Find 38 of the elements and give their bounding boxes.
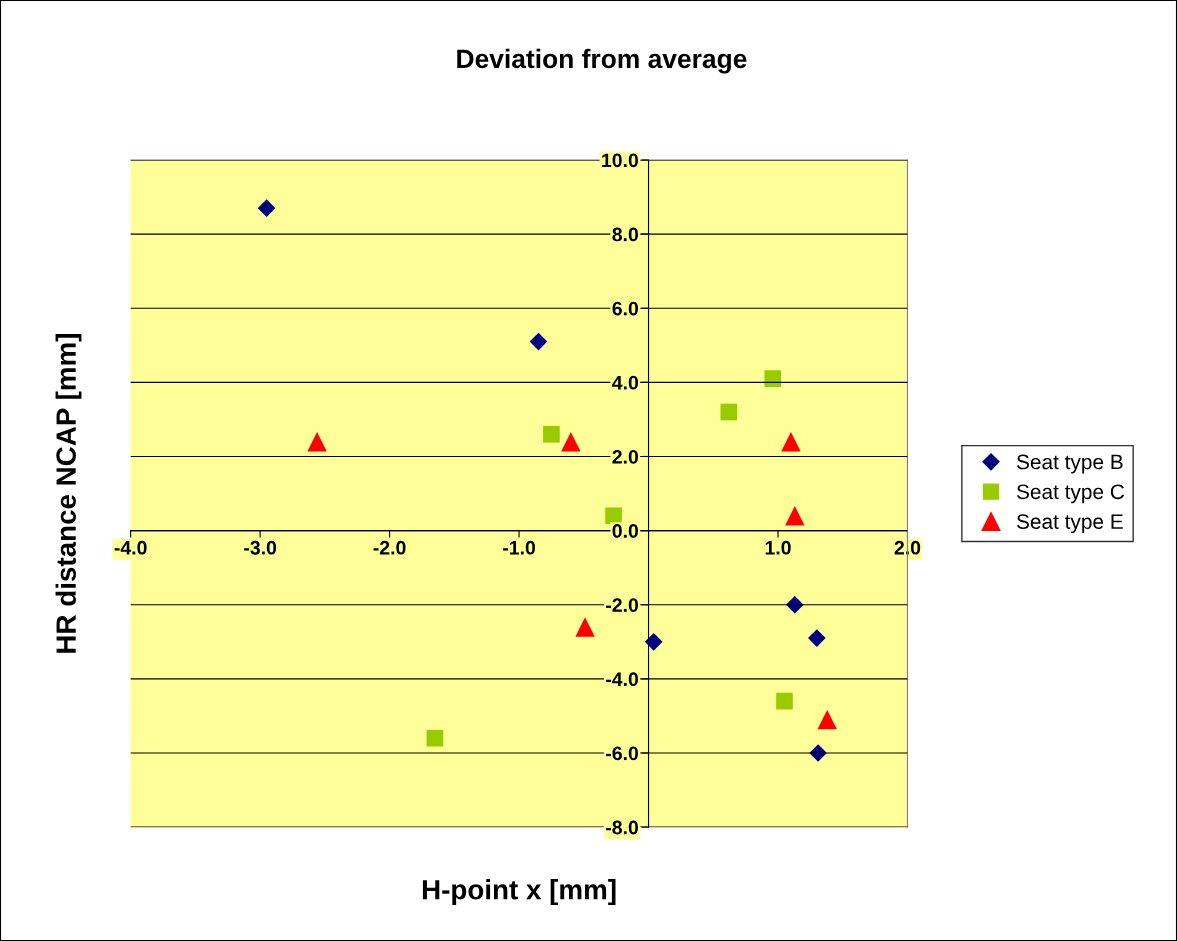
chart-title: Deviation from average [457, 48, 747, 74]
y-tick-label: -4.0 [606, 672, 639, 687]
x-tick-label: 2.0 [894, 540, 921, 555]
x-tick-label: -2.0 [373, 540, 406, 555]
legend-label: Seat type B [1016, 454, 1123, 474]
y-axis-title: HR distance NCAP [mm] [55, 334, 82, 653]
x-axis-title: H-point x [mm] [422, 879, 616, 906]
point [764, 370, 782, 387]
legend-label: Seat type E [1016, 514, 1123, 534]
y-tick-label: 2.0 [612, 449, 639, 464]
point [307, 431, 327, 452]
point [257, 199, 276, 217]
x-tick-label: 1.0 [765, 540, 791, 555]
x-tick-label: -1.0 [503, 540, 536, 555]
point [817, 709, 837, 730]
x-tick-label: -4.0 [114, 540, 147, 555]
point [720, 403, 738, 421]
legend-label: Seat type C [1016, 484, 1125, 504]
point [605, 507, 622, 525]
x-tick-label: -3.0 [244, 540, 277, 555]
point [644, 632, 663, 651]
y-tick-label: -2.0 [606, 598, 639, 612]
point [543, 425, 560, 443]
y-tick-label: -6.0 [606, 746, 639, 761]
point [781, 431, 801, 452]
y-tick-label: -8.0 [606, 820, 639, 835]
point [529, 332, 548, 351]
y-tick-label: 6.0 [612, 301, 639, 316]
point [426, 729, 444, 747]
y-tick-label: 10.0 [602, 153, 639, 168]
point [776, 692, 793, 710]
point [808, 629, 826, 647]
y-tick-label: 0.0 [612, 524, 639, 538]
point [785, 506, 805, 526]
point [575, 617, 595, 637]
y-tick-label: 4.0 [612, 375, 639, 390]
y-tick-label: 8.0 [612, 227, 639, 242]
point [561, 431, 581, 452]
